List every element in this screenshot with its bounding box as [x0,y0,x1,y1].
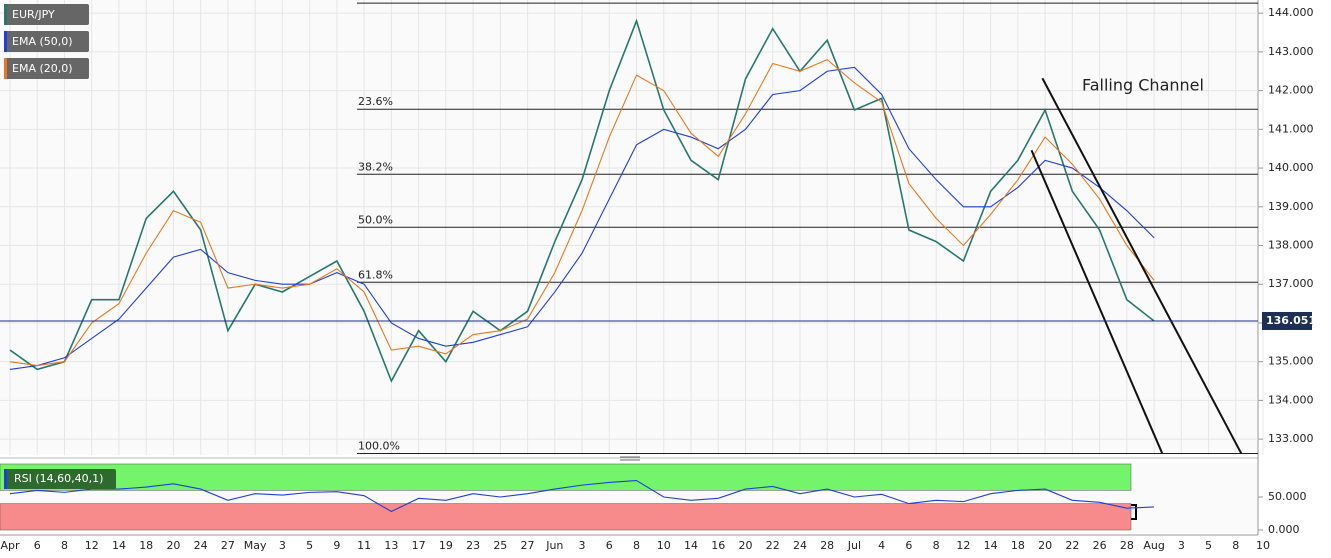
fib-label: 50.0% [358,213,393,226]
x-tick-label: 10 [1256,539,1270,552]
legend-label: RSI (14,60,40,1) [14,472,103,485]
x-tick-label: 28 [1120,539,1134,552]
x-tick-label: 19 [439,539,453,552]
x-tick-label: 10 [657,539,671,552]
legend-label: EMA (20,0) [12,62,73,75]
x-tick-label: Jun [545,539,563,552]
x-tick-label: 17 [412,539,426,552]
fib-label: 61.8% [358,268,393,281]
x-tick-label: 3 [1178,539,1185,552]
y-tick-label: 50.000 [1268,490,1307,503]
x-tick-label: 8 [61,539,68,552]
x-tick-label: 12 [956,539,970,552]
x-tick-label: 4 [878,539,885,552]
x-tick-label: 3 [279,539,286,552]
x-tick-label: 3 [579,539,586,552]
series-line [9,479,1155,513]
x-tick-label: 24 [793,539,807,552]
y-tick-label: 133.000 [1268,432,1314,445]
x-tick-label: 27 [521,539,535,552]
legend-swatch [4,31,7,52]
y-tick-label: 143.000 [1268,45,1314,58]
x-tick-label: 6 [34,539,41,552]
y-tick-label: 142.000 [1268,84,1314,97]
y-tick-label: 141.000 [1268,122,1314,135]
series-line [9,58,1155,367]
x-tick-label: 9 [333,539,340,552]
y-tick-label: 0.000 [1268,523,1300,536]
legend-box [4,469,116,489]
x-tick-label: Jul [847,539,861,552]
series-line [9,66,1155,370]
x-tick-label: 14 [684,539,698,552]
x-tick-label: Apr [0,539,20,552]
x-tick-label: 16 [711,539,725,552]
x-tick-label: 28 [820,539,834,552]
last-price-tag [1262,311,1312,330]
x-tick-label: 14 [112,539,126,552]
rsi-band [0,463,1132,491]
x-tick-label: 22 [1065,539,1079,552]
fib-label: 38.2% [358,160,393,173]
legend-label: EUR/JPY [12,8,55,21]
x-tick-label: 24 [194,539,208,552]
series-line [9,18,1155,383]
x-tick-label: 5 [1205,539,1212,552]
x-tick-label: Aug [1143,539,1164,552]
y-tick-label: 134.000 [1268,393,1314,406]
x-tick-label: 6 [606,539,613,552]
x-tick-label: 26 [1093,539,1107,552]
annotation: Falling Channel [1082,76,1204,95]
x-tick-label: 20 [738,539,752,552]
legend-label: EMA (50,0) [12,35,73,48]
fib-label: 23.6% [358,95,393,108]
y-tick-label: 135.000 [1268,355,1314,368]
x-tick-label: May [244,539,267,552]
x-tick-label: 11 [357,539,371,552]
x-tick-label: 12 [85,539,99,552]
x-tick-label: 20 [166,539,180,552]
channel-line [1030,149,1164,454]
x-tick-label: 13 [384,539,398,552]
x-tick-label: 18 [1011,539,1025,552]
x-tick-label: 6 [905,539,912,552]
x-tick-label: 22 [766,539,780,552]
rsi-band [0,503,1132,531]
y-tick-label: 138.000 [1268,239,1314,252]
last-price-label: 136.051 [1266,314,1316,327]
fib-label: 0.0% [358,0,386,2]
x-tick-label: 8 [1232,539,1239,552]
legend-box [4,31,89,52]
x-tick-label: 8 [933,539,940,552]
legend-swatch [4,469,7,489]
x-tick-label: 23 [466,539,480,552]
x-tick-label: 14 [984,539,998,552]
fib-label: 100.0% [358,439,400,452]
y-tick-label: 139.000 [1268,200,1314,213]
x-tick-label: 5 [306,539,313,552]
x-tick-label: 27 [221,539,235,552]
y-tick-label: 140.000 [1268,161,1314,174]
x-tick-label: 20 [1038,539,1052,552]
y-tick-label: 137.000 [1268,277,1314,290]
x-tick-label: 8 [633,539,640,552]
legend-swatch [4,58,7,79]
legend-swatch [4,4,7,25]
channel-line [1041,77,1243,454]
legend-box [4,58,89,79]
x-tick-label: 18 [139,539,153,552]
y-tick-label: 144.000 [1268,6,1314,19]
x-tick-label: 25 [493,539,507,552]
legend-box [4,4,89,25]
